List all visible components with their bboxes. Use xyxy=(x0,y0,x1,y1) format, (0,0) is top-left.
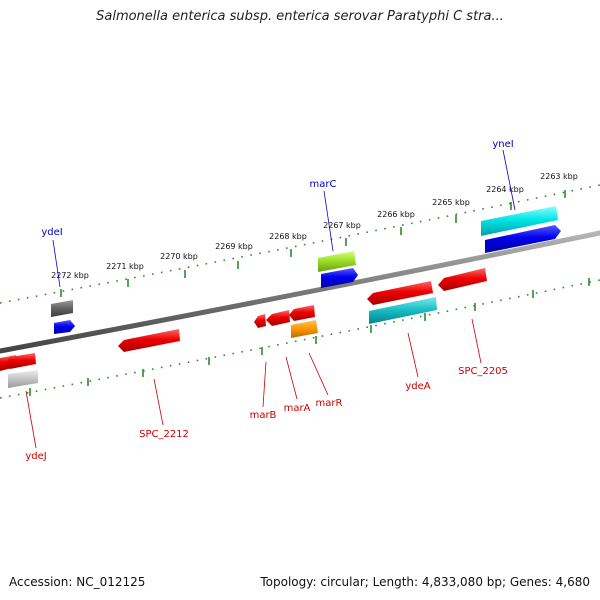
gene-forward-blue-large[interactable] xyxy=(485,225,561,253)
leader-line xyxy=(285,356,298,400)
gene-label-SPC_2212: SPC_2212 xyxy=(139,429,189,440)
gene-reverse-red-left[interactable] xyxy=(6,353,36,369)
scale-label: 2268 kbp xyxy=(269,232,307,241)
gene-forward-blue-small[interactable] xyxy=(54,320,75,334)
gene-label-ydeJ: ydeJ xyxy=(25,451,46,462)
leader-line xyxy=(471,318,482,364)
gene-label-marB: marB xyxy=(250,410,277,421)
reverse-tick-track xyxy=(0,278,600,399)
leader-line xyxy=(52,239,61,288)
forward-tick-track xyxy=(0,184,600,304)
gene-yneI[interactable] xyxy=(481,206,558,236)
gene-label-marC: marC xyxy=(310,179,337,190)
gene-SPC_2205[interactable] xyxy=(438,268,487,291)
gene-marR[interactable] xyxy=(289,305,315,321)
gene-ydeA[interactable] xyxy=(367,281,433,305)
leader-line xyxy=(153,378,164,426)
gene-ydeI[interactable] xyxy=(51,300,73,317)
gene-SPC_2212[interactable] xyxy=(118,329,180,352)
forward-gene-labels: ydeI marC yneI xyxy=(41,139,516,288)
scale-labels: 2272 kbp 2271 kbp 2270 kbp 2269 kbp 2268… xyxy=(51,172,578,280)
gene-label-SPC_2205: SPC_2205 xyxy=(458,366,508,377)
reverse-features xyxy=(0,268,487,388)
gene-marA[interactable] xyxy=(266,310,290,326)
scale-label: 2263 kbp xyxy=(540,172,578,181)
scale-label: 2269 kbp xyxy=(215,242,253,251)
genome-summary-text: Topology: circular; Length: 4,833,080 bp… xyxy=(260,575,590,589)
genome-backbone xyxy=(0,230,600,354)
leader-line xyxy=(262,361,267,408)
page-title: Salmonella enterica subsp. enterica sero… xyxy=(96,9,504,24)
leader-line xyxy=(25,390,37,449)
gene-marC[interactable] xyxy=(318,251,356,272)
scale-label: 2267 kbp xyxy=(323,221,361,230)
scale-label: 2270 kbp xyxy=(160,252,198,261)
gene-label-ydeI: ydeI xyxy=(41,227,62,238)
reverse-gene-labels: ydeJ SPC_2212 marB marA marR ydeA SPC_22… xyxy=(25,318,508,462)
scale-label: 2264 kbp xyxy=(486,185,524,194)
leader-line xyxy=(308,352,329,396)
scale-label: 2271 kbp xyxy=(106,262,144,271)
scale-label: 2265 kbp xyxy=(432,198,470,207)
scale-label: 2266 kbp xyxy=(377,210,415,219)
leader-line xyxy=(502,149,516,211)
gene-label-yneI: yneI xyxy=(492,139,513,150)
forward-features xyxy=(51,206,561,334)
gene-forward-blue-mid[interactable] xyxy=(321,268,358,288)
scale-label: 2272 kbp xyxy=(51,271,89,280)
reverse-tick-dots xyxy=(0,279,600,399)
gene-reverse-cyan[interactable] xyxy=(369,297,437,324)
gene-marB[interactable] xyxy=(254,314,266,328)
accession-text: Accession: NC_012125 xyxy=(9,575,146,589)
leader-line xyxy=(407,332,419,378)
leader-line xyxy=(323,190,334,252)
gene-label-marR: marR xyxy=(316,398,343,409)
gene-reverse-orange[interactable] xyxy=(291,320,318,338)
gene-label-ydeA: ydeA xyxy=(405,381,430,392)
gene-ydeJ[interactable] xyxy=(8,370,38,388)
gene-label-marA: marA xyxy=(284,403,311,414)
